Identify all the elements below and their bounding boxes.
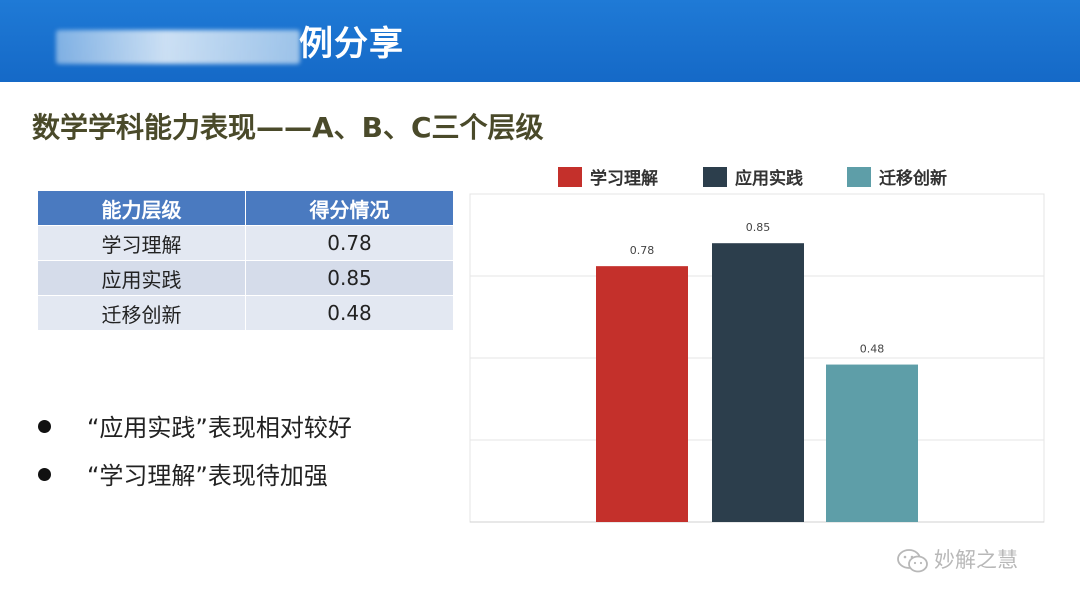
bar	[712, 243, 804, 522]
list-item: “学习理解”表现待加强	[38, 452, 352, 500]
data-label: 0.85	[746, 221, 771, 234]
bullet-list: “应用实践”表现相对较好 “学习理解”表现待加强	[38, 404, 352, 500]
table-cell-score: 0.85	[245, 260, 454, 296]
table-header-level: 能力层级	[37, 190, 246, 226]
table-header-row: 能力层级 得分情况	[37, 190, 454, 226]
table-row: 迁移创新 0.48	[37, 295, 454, 331]
table-cell-score: 0.48	[245, 295, 454, 331]
bullet-text: “应用实践”表现相对较好	[87, 414, 352, 442]
table-row: 应用实践 0.85	[37, 260, 454, 296]
table-header-score: 得分情况	[245, 190, 454, 226]
header-obscured-text	[56, 30, 300, 64]
legend-swatch	[847, 167, 871, 187]
section-title: 数学学科能力表现——A、B、C三个层级	[32, 111, 544, 144]
header-title: 例分享	[299, 24, 404, 64]
header-bar: 例分享	[0, 0, 1080, 82]
legend-label: 迁移创新	[879, 168, 947, 189]
legend-swatch	[703, 167, 727, 187]
table-cell-level: 迁移创新	[37, 295, 246, 331]
table-cell-level: 学习理解	[37, 225, 246, 261]
data-label: 0.48	[860, 343, 885, 356]
legend-label: 应用实践	[735, 168, 803, 189]
bullet-dot-icon	[38, 419, 51, 433]
table-cell-level: 应用实践	[37, 260, 246, 296]
watermark-text: 妙解之慧	[934, 548, 1018, 572]
bullet-dot-icon	[38, 467, 51, 481]
bar	[596, 266, 688, 522]
score-table: 能力层级 得分情况 学习理解 0.78 应用实践 0.85 迁移创新 0.48	[37, 190, 454, 331]
bar-chart-svg: 学习理解 应用实践 迁移创新 0.78 0.85 0.48	[469, 167, 1045, 523]
legend-swatch	[558, 167, 582, 187]
bar	[826, 364, 918, 522]
table-row: 学习理解 0.78	[37, 225, 454, 261]
table-cell-score: 0.78	[245, 225, 454, 261]
wechat-icon	[897, 549, 928, 573]
data-label: 0.78	[630, 244, 655, 257]
bullet-text: “学习理解”表现待加强	[87, 462, 328, 490]
bar-chart: 学习理解 应用实践 迁移创新 0.78 0.85 0.48	[466, 160, 1066, 540]
legend-label: 学习理解	[590, 168, 658, 189]
list-item: “应用实践”表现相对较好	[38, 404, 352, 452]
watermark: 妙解之慧	[896, 546, 1018, 574]
